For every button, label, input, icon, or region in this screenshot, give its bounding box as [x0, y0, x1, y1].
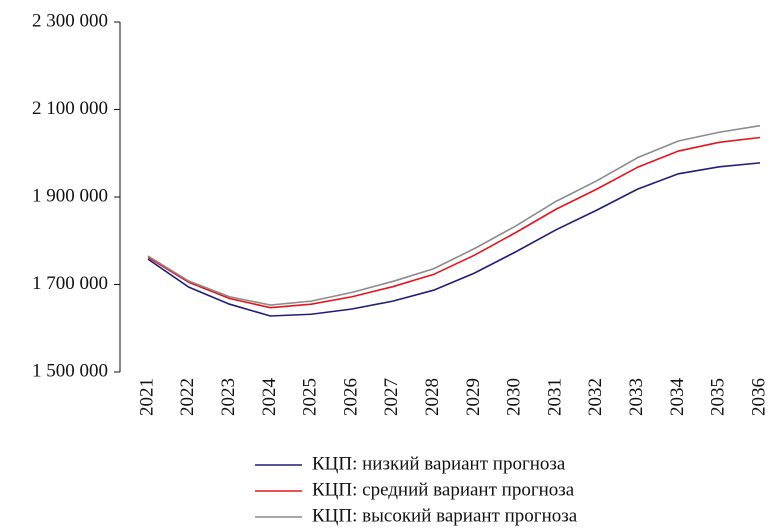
x-tick-label: 2032	[585, 378, 606, 416]
legend-label: КЦП: средний вариант прогноза	[312, 479, 575, 500]
x-tick-label: 2030	[504, 378, 525, 416]
x-tick-label: 2026	[340, 378, 361, 416]
x-tick-label: 2021	[136, 378, 157, 416]
line	[147, 136, 761, 309]
x-tick-label: 2031	[544, 378, 565, 416]
x-tick-label: 2035	[708, 378, 729, 416]
y-tick-label: 1 500 000	[32, 360, 108, 381]
line	[147, 124, 761, 306]
x-tick-label: 2028	[422, 378, 443, 416]
x-tick-label: 2029	[463, 378, 484, 416]
y-tick-label: 2 100 000	[32, 98, 108, 119]
x-tick-label: 2025	[300, 378, 321, 416]
line	[147, 162, 761, 317]
legend-label: КЦП: высокий вариант прогноза	[312, 505, 578, 526]
y-tick-label: 2 300 000	[32, 10, 108, 31]
legend-label: КЦП: низкий вариант прогноза	[312, 453, 566, 474]
x-tick-label: 2033	[626, 378, 647, 416]
y-tick-label: 1 700 000	[32, 273, 108, 294]
y-tick-label: 1 900 000	[32, 185, 108, 206]
x-tick-label: 2034	[667, 378, 688, 417]
x-tick-label: 2027	[381, 378, 402, 416]
x-tick-label: 2023	[218, 378, 239, 416]
x-tick-label: 2036	[748, 378, 769, 416]
x-tick-label: 2024	[259, 378, 280, 417]
x-tick-label: 2022	[177, 378, 198, 416]
